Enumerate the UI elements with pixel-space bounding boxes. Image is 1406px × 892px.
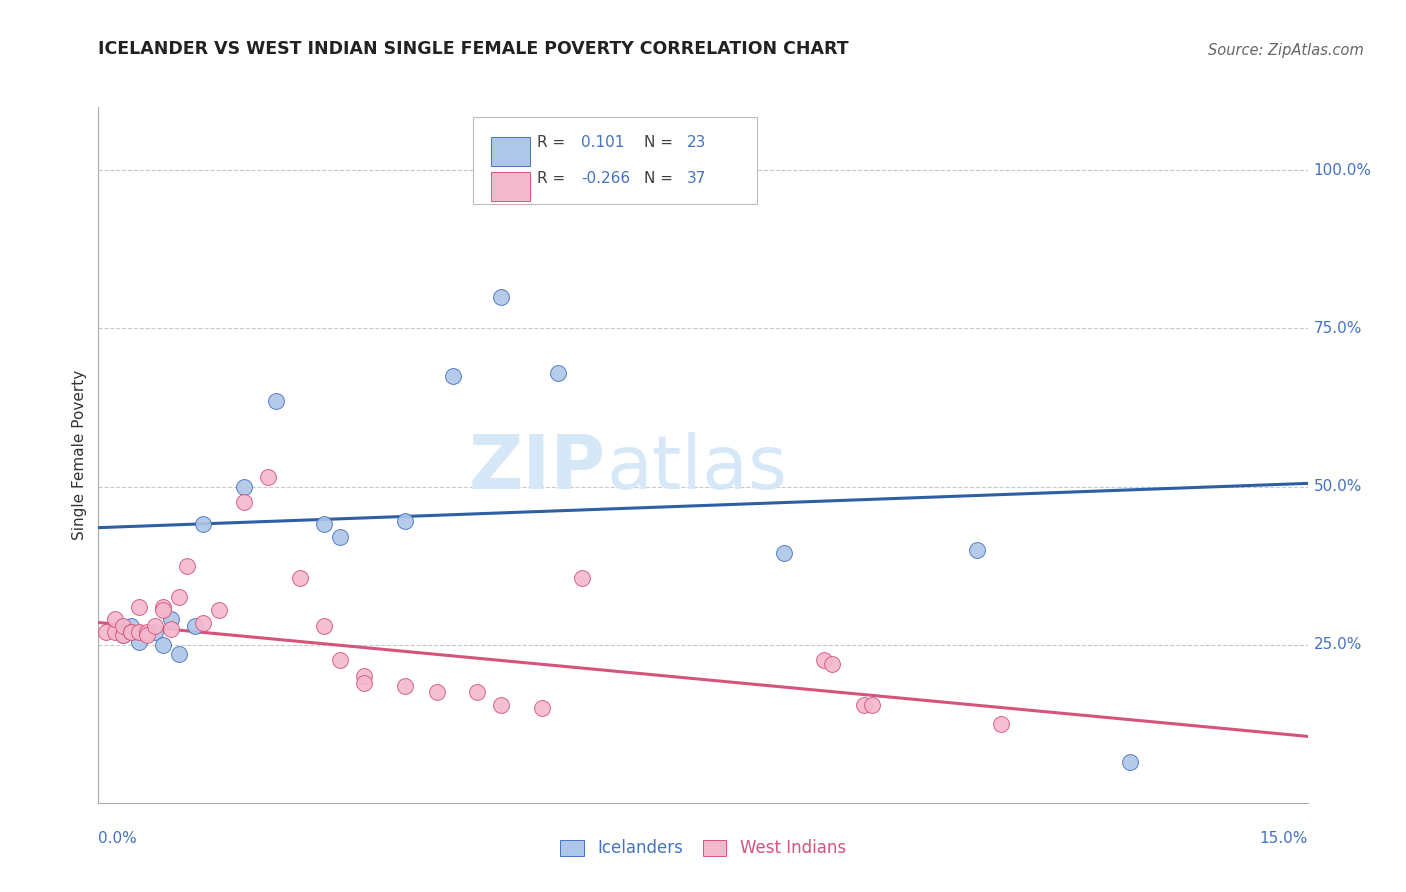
Point xyxy=(120,625,142,640)
Point xyxy=(966,542,988,557)
Point xyxy=(152,599,174,614)
Text: 23: 23 xyxy=(688,136,707,151)
Point xyxy=(264,394,287,409)
Point xyxy=(128,625,150,640)
Point xyxy=(128,634,150,648)
Point xyxy=(329,530,352,544)
FancyBboxPatch shape xyxy=(492,172,530,202)
Point xyxy=(167,591,190,605)
FancyBboxPatch shape xyxy=(492,136,530,166)
Point xyxy=(193,517,215,532)
Point xyxy=(314,618,336,632)
Point xyxy=(491,698,513,712)
Point xyxy=(96,625,118,640)
FancyBboxPatch shape xyxy=(474,118,758,204)
Text: 50.0%: 50.0% xyxy=(1313,479,1362,494)
Point xyxy=(530,701,553,715)
Text: 37: 37 xyxy=(688,171,707,186)
Point xyxy=(232,479,254,493)
Point xyxy=(990,716,1012,731)
Text: 25.0%: 25.0% xyxy=(1313,637,1362,652)
Text: N =: N = xyxy=(644,171,678,186)
Point xyxy=(821,657,844,671)
Point xyxy=(103,625,125,640)
Point xyxy=(394,514,416,528)
Point xyxy=(176,558,198,573)
Point xyxy=(491,290,513,304)
Point xyxy=(394,679,416,693)
Text: 75.0%: 75.0% xyxy=(1313,321,1362,336)
Point xyxy=(160,612,183,626)
Text: N =: N = xyxy=(644,136,678,151)
Point xyxy=(860,698,883,712)
Point xyxy=(184,618,207,632)
Point xyxy=(426,685,449,699)
Point xyxy=(314,517,336,532)
Point xyxy=(152,603,174,617)
Point xyxy=(135,625,157,640)
Point xyxy=(167,647,190,661)
Text: R =: R = xyxy=(537,171,571,186)
Point xyxy=(571,571,593,585)
Point xyxy=(103,612,125,626)
Text: 100.0%: 100.0% xyxy=(1313,163,1372,178)
Point xyxy=(353,669,375,683)
Point xyxy=(1119,755,1142,769)
Point xyxy=(612,163,634,178)
Point xyxy=(547,366,569,380)
Point xyxy=(256,470,278,484)
Point xyxy=(208,603,231,617)
Point xyxy=(128,599,150,614)
Text: 0.101: 0.101 xyxy=(581,136,624,151)
Y-axis label: Single Female Poverty: Single Female Poverty xyxy=(72,370,87,540)
Point xyxy=(288,571,311,585)
Point xyxy=(772,546,794,560)
Text: ICELANDER VS WEST INDIAN SINGLE FEMALE POVERTY CORRELATION CHART: ICELANDER VS WEST INDIAN SINGLE FEMALE P… xyxy=(98,40,849,58)
Point xyxy=(120,618,142,632)
Point xyxy=(143,618,166,632)
Point xyxy=(120,625,142,640)
Point xyxy=(329,653,352,667)
Point xyxy=(465,685,488,699)
Text: atlas: atlas xyxy=(606,433,787,506)
Point xyxy=(193,615,215,630)
Text: 15.0%: 15.0% xyxy=(1260,830,1308,846)
Legend: Icelanders, West Indians: Icelanders, West Indians xyxy=(554,833,852,864)
Point xyxy=(111,628,134,642)
Point xyxy=(853,698,876,712)
Point xyxy=(160,622,183,636)
Point xyxy=(232,495,254,509)
Point xyxy=(441,368,464,383)
Text: -0.266: -0.266 xyxy=(581,171,630,186)
Point xyxy=(143,625,166,640)
Point xyxy=(152,638,174,652)
Text: Source: ZipAtlas.com: Source: ZipAtlas.com xyxy=(1208,43,1364,58)
Point xyxy=(586,163,609,178)
Point xyxy=(111,628,134,642)
Point xyxy=(813,653,835,667)
Text: 0.0%: 0.0% xyxy=(98,830,138,846)
Text: R =: R = xyxy=(537,136,571,151)
Point xyxy=(353,675,375,690)
Point xyxy=(135,628,157,642)
Point xyxy=(111,618,134,632)
Text: ZIP: ZIP xyxy=(470,433,606,506)
